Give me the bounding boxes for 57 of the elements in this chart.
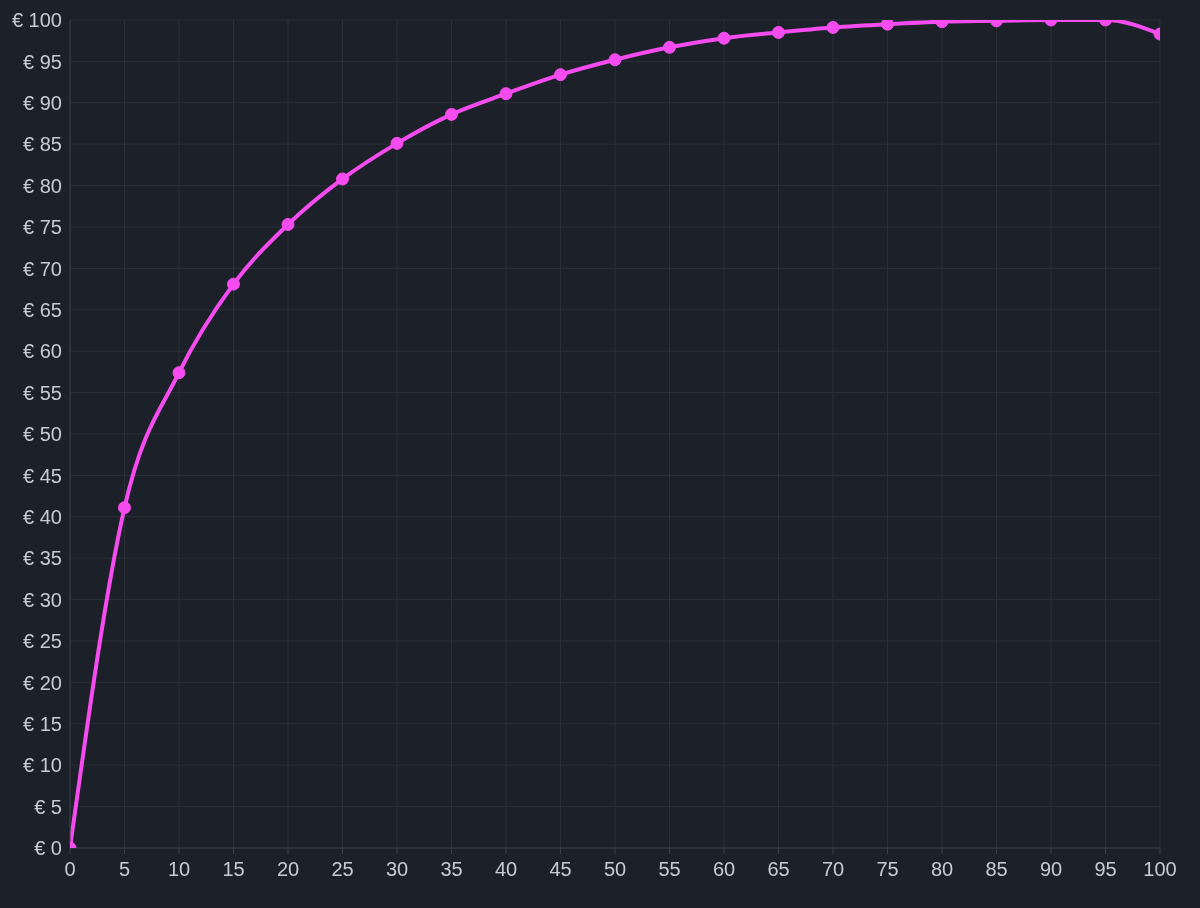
point (499, 87, 513, 101)
point (663, 40, 676, 54)
y-tick-label: € 10 (23, 754, 62, 777)
y-tick-label: € 40 (23, 505, 62, 528)
point (118, 501, 131, 515)
y-tick-label: € 45 (23, 464, 62, 487)
point (445, 107, 458, 121)
x-tick-label: 80 (930, 858, 954, 881)
y-tick-label: € 70 (23, 257, 62, 280)
x-tick-label: 15 (222, 858, 245, 881)
x-tick-label: 75 (876, 858, 899, 881)
point (554, 68, 567, 82)
x-tick-label: 55 (658, 858, 681, 881)
y-tick-label: € 80 (23, 174, 62, 197)
y-tick-label: € 100 (11, 9, 62, 32)
x-tick-label: 40 (494, 858, 518, 881)
x-tick-label: 60 (712, 858, 736, 881)
point (336, 172, 349, 186)
y-tick-label: € 20 (23, 671, 62, 694)
x-tick-label: 100 (1143, 858, 1177, 881)
y-tick-label: € 75 (23, 216, 62, 239)
x-tick-label: 10 (167, 858, 191, 881)
y-tick-label: € 30 (23, 588, 62, 611)
point (772, 25, 785, 39)
y-tick-label: € 90 (23, 91, 62, 114)
y-tick-label: € 55 (23, 381, 62, 404)
point (281, 218, 295, 232)
point (172, 366, 186, 380)
x-tick-label: 85 (985, 858, 1008, 881)
y-tick-label: € 65 (23, 298, 62, 321)
point (717, 31, 731, 45)
y-tick-label: € 0 (34, 837, 62, 860)
x-tick-label: 25 (331, 858, 354, 881)
x-tick-label: 65 (767, 858, 790, 881)
y-tick-label: € 60 (23, 340, 62, 363)
x-tick-label: 70 (821, 858, 845, 881)
point (826, 20, 840, 34)
point (227, 277, 240, 291)
y-tick-label: € 50 (23, 423, 62, 446)
point (881, 20, 894, 31)
y-tick-label: € 5 (34, 795, 62, 818)
x-tick-label: 45 (549, 858, 572, 881)
y-tick-label: € 25 (23, 630, 62, 653)
y-tick-label: € 15 (23, 712, 62, 735)
x-tick-label: 5 (118, 858, 131, 881)
x-tick-label: 30 (385, 858, 409, 881)
y-tick-label: € 85 (23, 133, 62, 156)
x-tick-label: 0 (64, 858, 76, 881)
y-tick-label: € 35 (23, 547, 62, 570)
x-tick-label: 35 (440, 858, 463, 881)
x-tick-label: 20 (276, 858, 300, 881)
x-tick-label: 90 (1039, 858, 1063, 881)
x-tick-label: 50 (603, 858, 627, 881)
point (390, 136, 404, 150)
point (608, 53, 622, 67)
y-tick-label: € 95 (23, 50, 62, 73)
x-tick-label: 95 (1094, 858, 1117, 881)
